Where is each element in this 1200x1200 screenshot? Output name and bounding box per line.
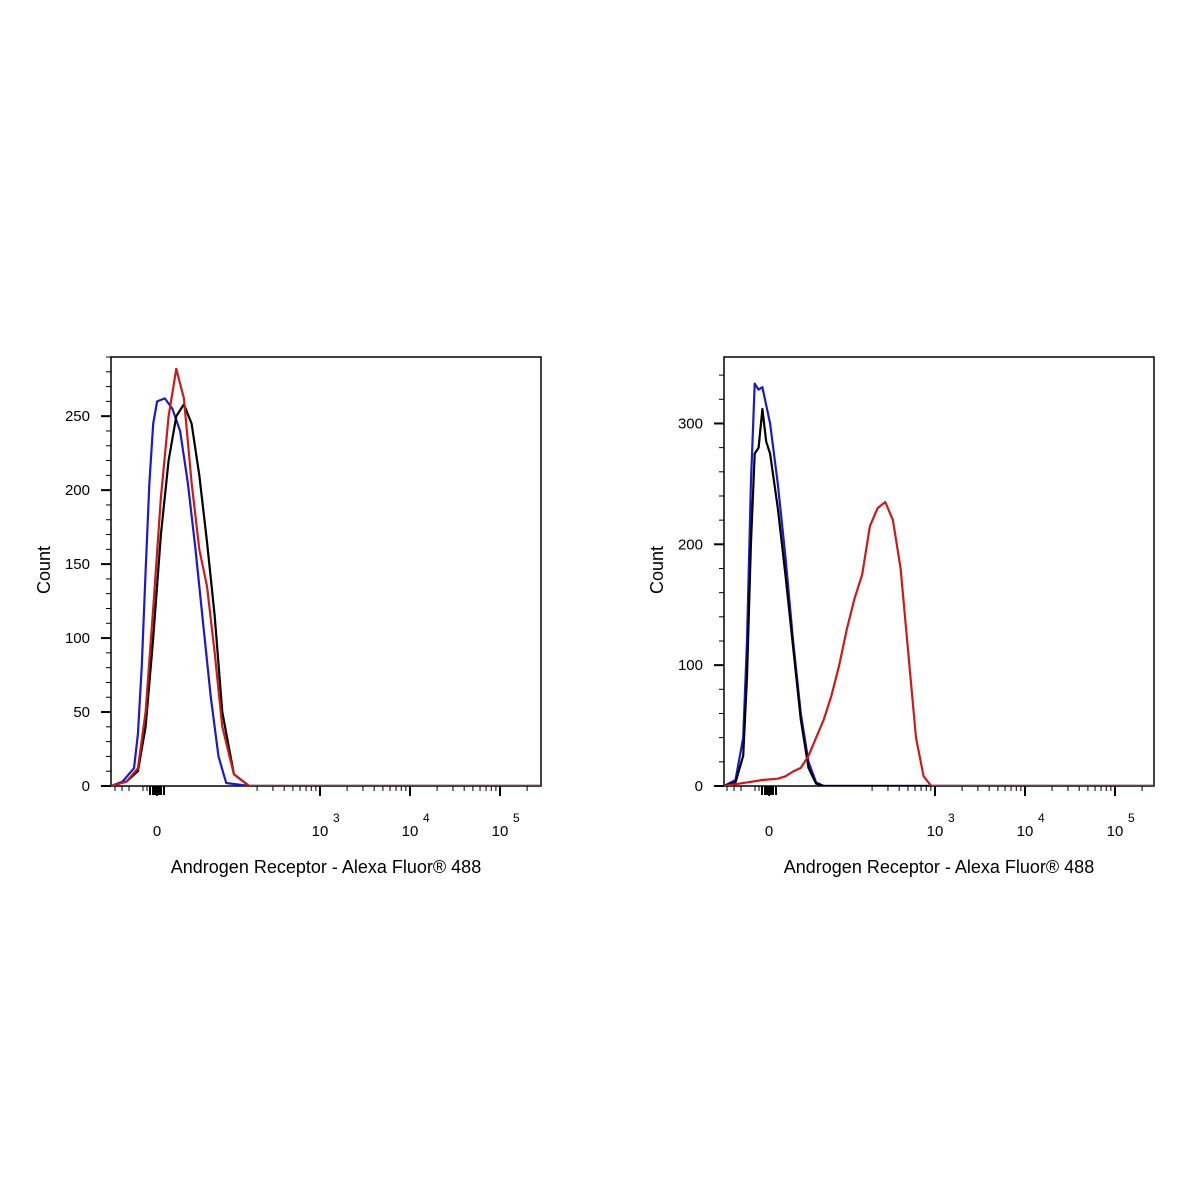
histogram-series-line (111, 367, 541, 786)
histogram-series-line (724, 382, 1154, 786)
x-tick-label: 10 (402, 823, 419, 840)
x-tick-label: 0 (153, 823, 161, 840)
y-tick-label: 200 (65, 482, 90, 499)
x-tick-exponent: 5 (1128, 811, 1135, 825)
histogram-panel-right: 0 100 200 300 0 10 3 10 4 10 5 Androgen Receptor - … (647, 356, 1155, 877)
histogram-series-line (724, 407, 1154, 786)
x-axis-title: Androgen Receptor - Alexa Fluor® 488 (171, 857, 481, 877)
histogram-series-line (111, 397, 541, 786)
histogram-series-line (111, 403, 541, 786)
x-tick-exponent: 4 (1038, 811, 1045, 825)
y-tick-label: 100 (678, 657, 703, 674)
x-tick-label: 10 (1017, 823, 1034, 840)
x-tick-label: 10 (312, 823, 329, 840)
y-tick-label: 200 (678, 536, 703, 553)
x-tick-label: 10 (492, 823, 509, 840)
y-tick-label: 50 (73, 704, 90, 721)
y-tick-label: 300 (678, 415, 703, 432)
x-axis-title: Androgen Receptor - Alexa Fluor® 488 (784, 857, 1094, 877)
y-tick-label: 0 (695, 778, 703, 795)
x-tick-label: 0 (765, 823, 773, 840)
x-tick-exponent: 4 (423, 811, 430, 825)
y-axis-title: Count (34, 546, 54, 594)
x-tick-label: 10 (927, 823, 944, 840)
y-tick-label: 100 (65, 630, 90, 647)
plot-frame (723, 356, 1155, 787)
x-tick-exponent: 5 (513, 811, 520, 825)
histogram-panel-left: 0 50 100 150 200 250 0 10 3 10 4 10 5 Androgen Recept… (34, 356, 542, 877)
y-axis-title: Count (647, 546, 667, 594)
x-tick-exponent: 3 (333, 811, 340, 825)
y-tick-label: 0 (82, 778, 90, 795)
x-tick-label: 10 (1107, 823, 1124, 840)
y-tick-label: 250 (65, 408, 90, 425)
y-tick-label: 150 (65, 556, 90, 573)
histogram-series-line (724, 500, 1154, 786)
x-tick-exponent: 3 (948, 811, 955, 825)
